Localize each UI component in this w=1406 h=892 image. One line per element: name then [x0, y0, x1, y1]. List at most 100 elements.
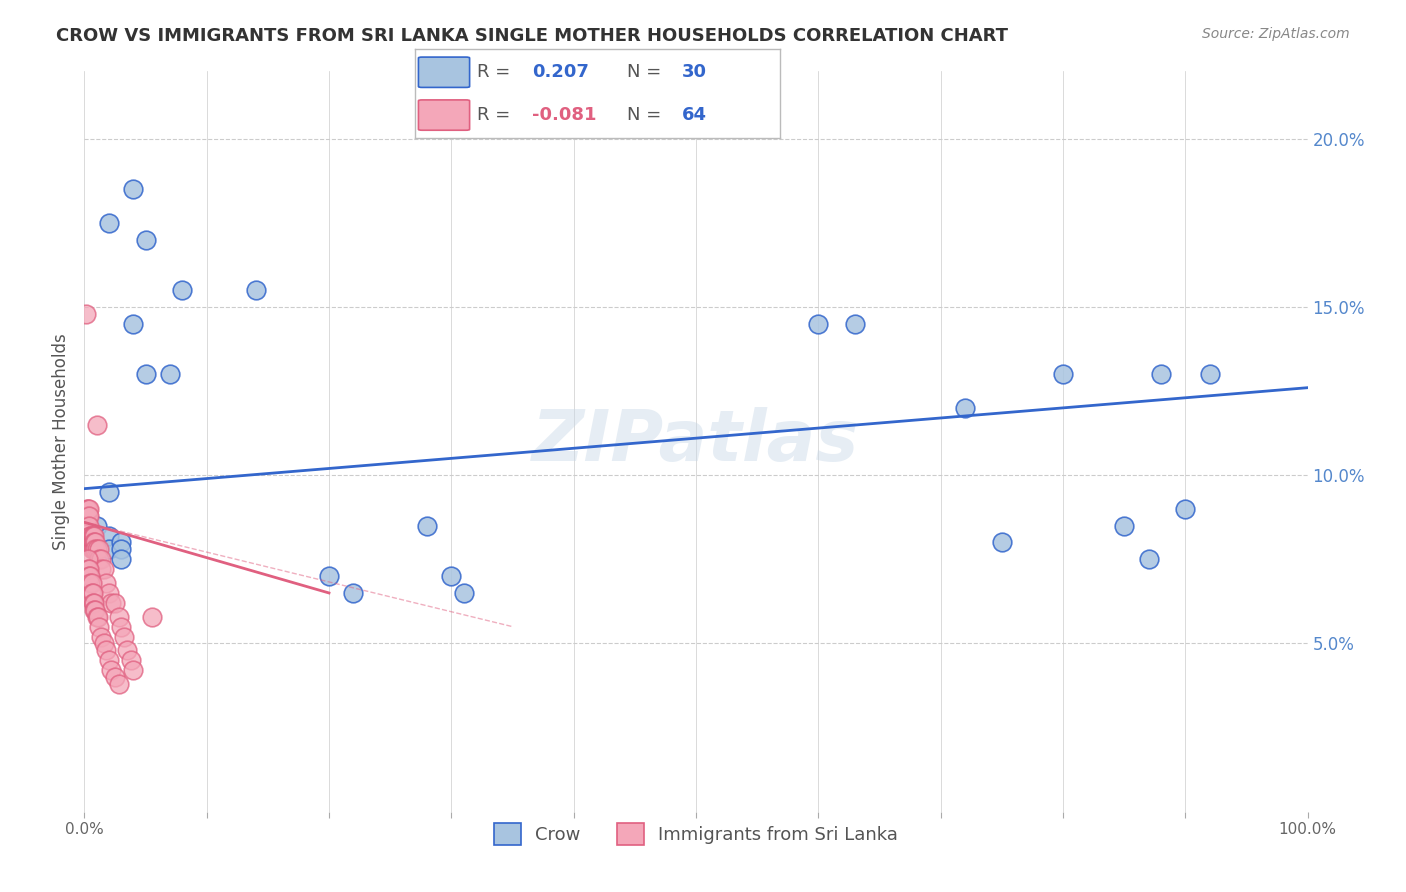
Text: ZIPatlas: ZIPatlas	[533, 407, 859, 476]
Point	[1150, 368, 1173, 382]
Point	[844, 317, 866, 331]
Point	[110, 552, 132, 566]
Point	[84, 542, 107, 557]
Point	[1114, 518, 1136, 533]
Point	[77, 508, 100, 523]
Text: R =: R =	[477, 63, 516, 81]
Point	[82, 542, 104, 557]
Point	[120, 653, 142, 667]
Point	[82, 586, 104, 600]
Point	[83, 603, 105, 617]
Point	[1198, 368, 1220, 382]
Point	[87, 619, 110, 633]
Point	[112, 630, 135, 644]
Point	[807, 317, 830, 331]
Point	[97, 653, 120, 667]
Point	[80, 535, 103, 549]
Point	[76, 501, 98, 516]
Point	[93, 636, 115, 650]
Point	[110, 619, 132, 633]
Point	[77, 562, 100, 576]
Point	[1052, 368, 1074, 382]
Point	[245, 283, 267, 297]
Point	[97, 529, 120, 543]
Point	[77, 518, 100, 533]
Point	[100, 664, 122, 678]
Point	[77, 508, 100, 523]
Point	[115, 643, 138, 657]
Text: N =: N =	[627, 63, 666, 81]
Point	[159, 368, 181, 382]
Text: N =: N =	[627, 106, 666, 124]
Text: Source: ZipAtlas.com: Source: ZipAtlas.com	[1202, 27, 1350, 41]
Point	[122, 182, 145, 196]
Point	[100, 596, 122, 610]
Point	[80, 586, 103, 600]
Point	[87, 609, 110, 624]
Point	[97, 485, 120, 500]
Point	[953, 401, 976, 415]
Point	[96, 643, 118, 657]
Point	[83, 542, 105, 557]
Text: CROW VS IMMIGRANTS FROM SRI LANKA SINGLE MOTHER HOUSEHOLDS CORRELATION CHART: CROW VS IMMIGRANTS FROM SRI LANKA SINGLE…	[56, 27, 1008, 45]
Point	[75, 307, 97, 321]
Point	[97, 542, 120, 557]
Point	[79, 535, 101, 549]
Text: R =: R =	[477, 106, 516, 124]
Point	[80, 575, 103, 590]
Point	[79, 529, 101, 543]
Y-axis label: Single Mother Households: Single Mother Households	[52, 334, 70, 549]
Point	[80, 542, 103, 557]
Point	[96, 575, 118, 590]
Point	[86, 417, 108, 432]
Point	[79, 569, 101, 583]
Point	[79, 529, 101, 543]
FancyBboxPatch shape	[419, 57, 470, 87]
Point	[1174, 501, 1197, 516]
Point	[122, 317, 145, 331]
Point	[97, 216, 120, 230]
Point	[122, 664, 145, 678]
Point	[86, 518, 108, 533]
Point	[84, 535, 107, 549]
Point	[107, 609, 129, 624]
FancyBboxPatch shape	[419, 100, 470, 130]
Text: -0.081: -0.081	[531, 106, 596, 124]
Point	[453, 586, 475, 600]
Point	[104, 670, 127, 684]
Point	[318, 569, 340, 583]
Point	[104, 596, 127, 610]
Point	[172, 283, 194, 297]
Point	[97, 586, 120, 600]
Point	[77, 562, 100, 576]
Point	[107, 677, 129, 691]
Point	[83, 535, 105, 549]
Point	[86, 542, 108, 557]
Point	[80, 529, 103, 543]
Legend: Crow, Immigrants from Sri Lanka: Crow, Immigrants from Sri Lanka	[485, 814, 907, 855]
Point	[342, 586, 364, 600]
Text: 30: 30	[682, 63, 707, 81]
Point	[82, 535, 104, 549]
Point	[77, 501, 100, 516]
Point	[110, 535, 132, 549]
Point	[77, 552, 100, 566]
Point	[1137, 552, 1160, 566]
Point	[84, 603, 107, 617]
Text: 0.207: 0.207	[531, 63, 589, 81]
Text: 64: 64	[682, 106, 707, 124]
Point	[93, 562, 115, 576]
Point	[77, 501, 100, 516]
Point	[416, 518, 439, 533]
Point	[83, 596, 105, 610]
Point	[135, 368, 157, 382]
Point	[440, 569, 463, 583]
Point	[82, 529, 104, 543]
Point	[991, 535, 1014, 549]
Point	[87, 552, 110, 566]
Point	[141, 609, 163, 624]
Point	[76, 508, 98, 523]
Point	[86, 609, 108, 624]
Point	[82, 596, 104, 610]
Point	[90, 562, 112, 576]
